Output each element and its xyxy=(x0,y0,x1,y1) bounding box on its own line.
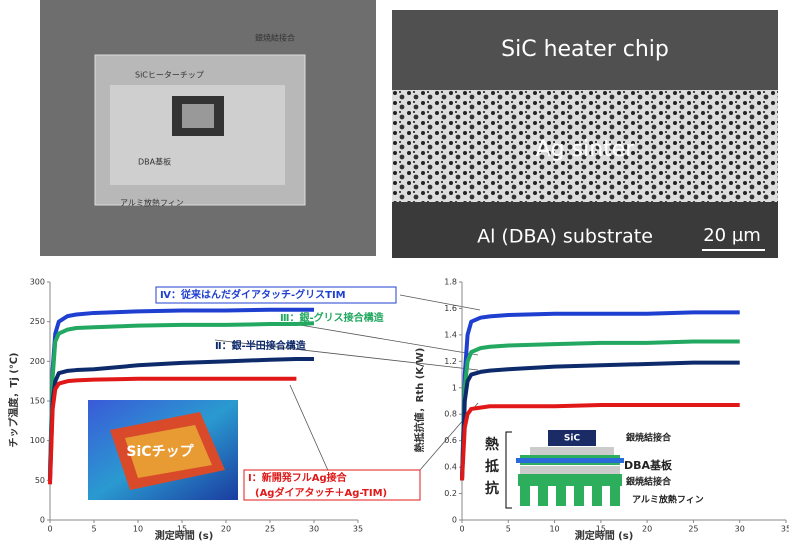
photo-label: Al (DBA) substrate xyxy=(477,226,653,248)
photo-left: 銀焼結接合 SiCヒーターチップ DBA基板 アルミ放熱フィン xyxy=(40,0,376,256)
y-tick-label: 200 xyxy=(30,357,45,366)
photo-label: SiCヒーターチップ xyxy=(135,71,204,80)
photo-label: 銀焼結接合 xyxy=(255,33,295,43)
photo-label: DBA基板 xyxy=(138,157,171,167)
x-axis-title: 測定時間 (s) xyxy=(155,529,214,542)
annotation: Ⅲ：銀-グリス接合構造 xyxy=(280,311,385,324)
y-tick-label: 1.4 xyxy=(444,330,457,339)
x-axis-title: 測定時間 (s) xyxy=(575,529,634,542)
y-tick-label: 1.8 xyxy=(444,278,457,287)
x-tick-label: 25 xyxy=(265,525,275,534)
annotation: Ⅱ：銀-半田接合構造 xyxy=(215,339,307,352)
photo-label: Ag sinter xyxy=(536,137,636,162)
y-tick-label: 0 xyxy=(452,516,457,525)
x-tick-label: 20 xyxy=(642,525,652,534)
y-tick-label: 1.2 xyxy=(444,357,457,366)
x-tick-label: 25 xyxy=(688,525,698,534)
inset-label: 抵 xyxy=(485,458,499,475)
x-tick-label: 10 xyxy=(133,525,143,534)
inset-label: 熱 xyxy=(485,436,499,453)
x-tick-label: 0 xyxy=(459,525,464,534)
inset-label: SiC xyxy=(564,434,581,444)
y-tick-label: 0 xyxy=(40,516,45,525)
photo-label: 20 µm xyxy=(703,225,761,246)
y-tick-label: 50 xyxy=(35,476,45,485)
x-tick-label: 20 xyxy=(221,525,231,534)
figure: 銀焼結接合 SiCヒーターチップ DBA基板 アルミ放熱フィン SiC heat… xyxy=(0,0,789,543)
annotation: Ⅳ：従来はんだダイアタッチ-グリスTIM xyxy=(160,288,346,301)
annotation: (Agダイアタッチ＋Ag-TIM) xyxy=(255,486,387,499)
x-tick-label: 10 xyxy=(549,525,559,534)
inset-label: 銀焼結接合 xyxy=(626,476,672,488)
y-axis-title: 熱抵抗値，Rth (K/W) xyxy=(413,348,426,453)
x-tick-label: 0 xyxy=(47,525,52,534)
y-tick-label: 100 xyxy=(30,436,45,445)
x-tick-label: 35 xyxy=(781,525,789,534)
y-tick-label: 0.8 xyxy=(444,410,457,419)
photo-label: アルミ放熱フィン xyxy=(120,198,184,208)
x-tick-label: 5 xyxy=(506,525,511,534)
x-tick-label: 30 xyxy=(735,525,745,534)
photo-right: SiC heater chip Ag sinter Al (DBA) subst… xyxy=(392,10,778,258)
y-tick-label: 1 xyxy=(452,383,457,392)
inset-label: アルミ放熱フィン xyxy=(632,494,704,506)
inset-label: 抗 xyxy=(485,480,499,497)
inset-label: 銀焼結接合 xyxy=(626,432,672,444)
y-tick-label: 0.2 xyxy=(444,489,457,498)
y-tick-label: 250 xyxy=(30,317,45,326)
y-tick-label: 0.4 xyxy=(444,463,457,472)
annotation: Ⅰ：新開発フルAg接合 xyxy=(248,471,348,484)
y-tick-label: 1.6 xyxy=(444,304,457,313)
x-tick-label: 35 xyxy=(353,525,363,534)
inset-label: SiCチップ xyxy=(126,444,194,460)
x-tick-label: 30 xyxy=(309,525,319,534)
y-tick-label: 0.6 xyxy=(444,436,457,445)
y-axis-title: チップ温度，Tj (℃) xyxy=(7,353,20,448)
x-tick-label: 5 xyxy=(91,525,96,534)
y-tick-label: 150 xyxy=(30,397,45,406)
photo-label: SiC heater chip xyxy=(501,37,669,62)
y-tick-label: 300 xyxy=(30,278,45,287)
inset-label: DBA基板 xyxy=(624,458,673,472)
